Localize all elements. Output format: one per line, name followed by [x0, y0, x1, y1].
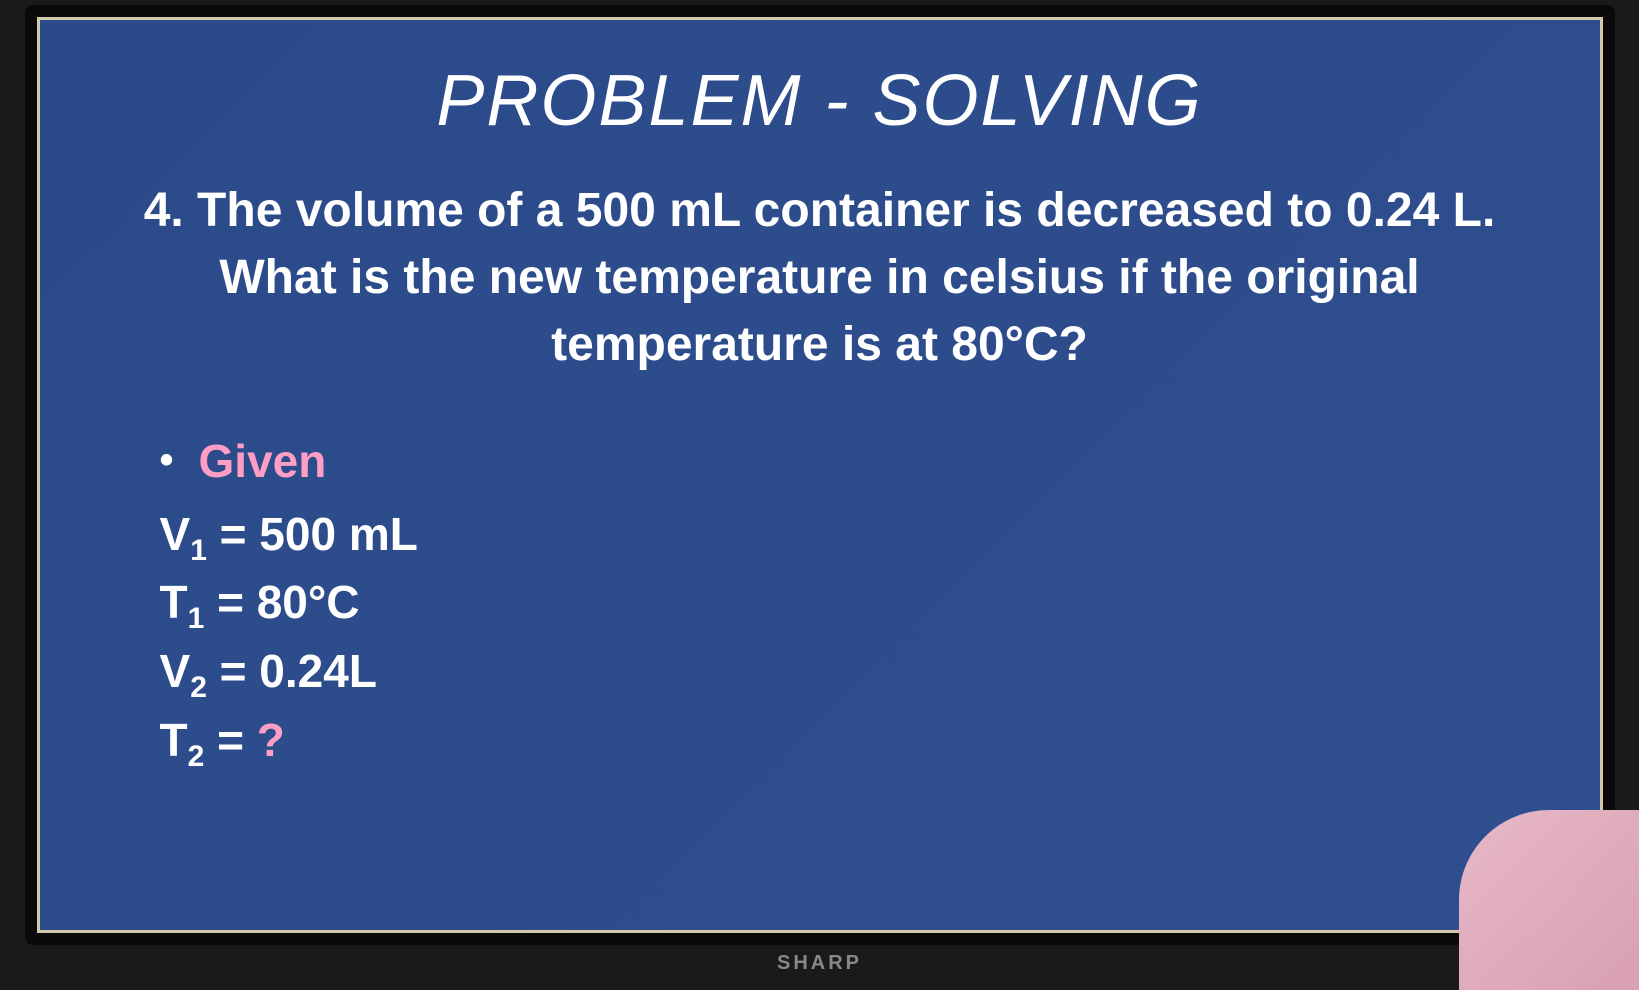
given-section: • Given V1 = 500 mL T1 = 80°C V2 = 0.24L… — [90, 434, 1550, 778]
given-heading: • Given — [160, 434, 1550, 488]
given-t1: T1 = 80°C — [160, 571, 1550, 640]
given-label-text: Given — [199, 434, 327, 488]
unknown-value: ? — [257, 714, 285, 766]
given-t2: T2 = ? — [160, 709, 1550, 778]
presentation-slide: PROBLEM - SOLVING 4. The volume of a 500… — [37, 17, 1603, 933]
given-v2: V2 = 0.24L — [160, 640, 1550, 709]
bullet-icon: • — [160, 438, 174, 483]
given-v1: V1 = 500 mL — [160, 503, 1550, 572]
hand-foreground — [1459, 810, 1639, 990]
monitor-brand: SHARP — [777, 952, 862, 975]
monitor-frame: PROBLEM - SOLVING 4. The volume of a 500… — [25, 5, 1615, 945]
slide-title: PROBLEM - SOLVING — [90, 60, 1550, 142]
problem-statement: 4. The volume of a 500 mL container is d… — [90, 177, 1550, 379]
